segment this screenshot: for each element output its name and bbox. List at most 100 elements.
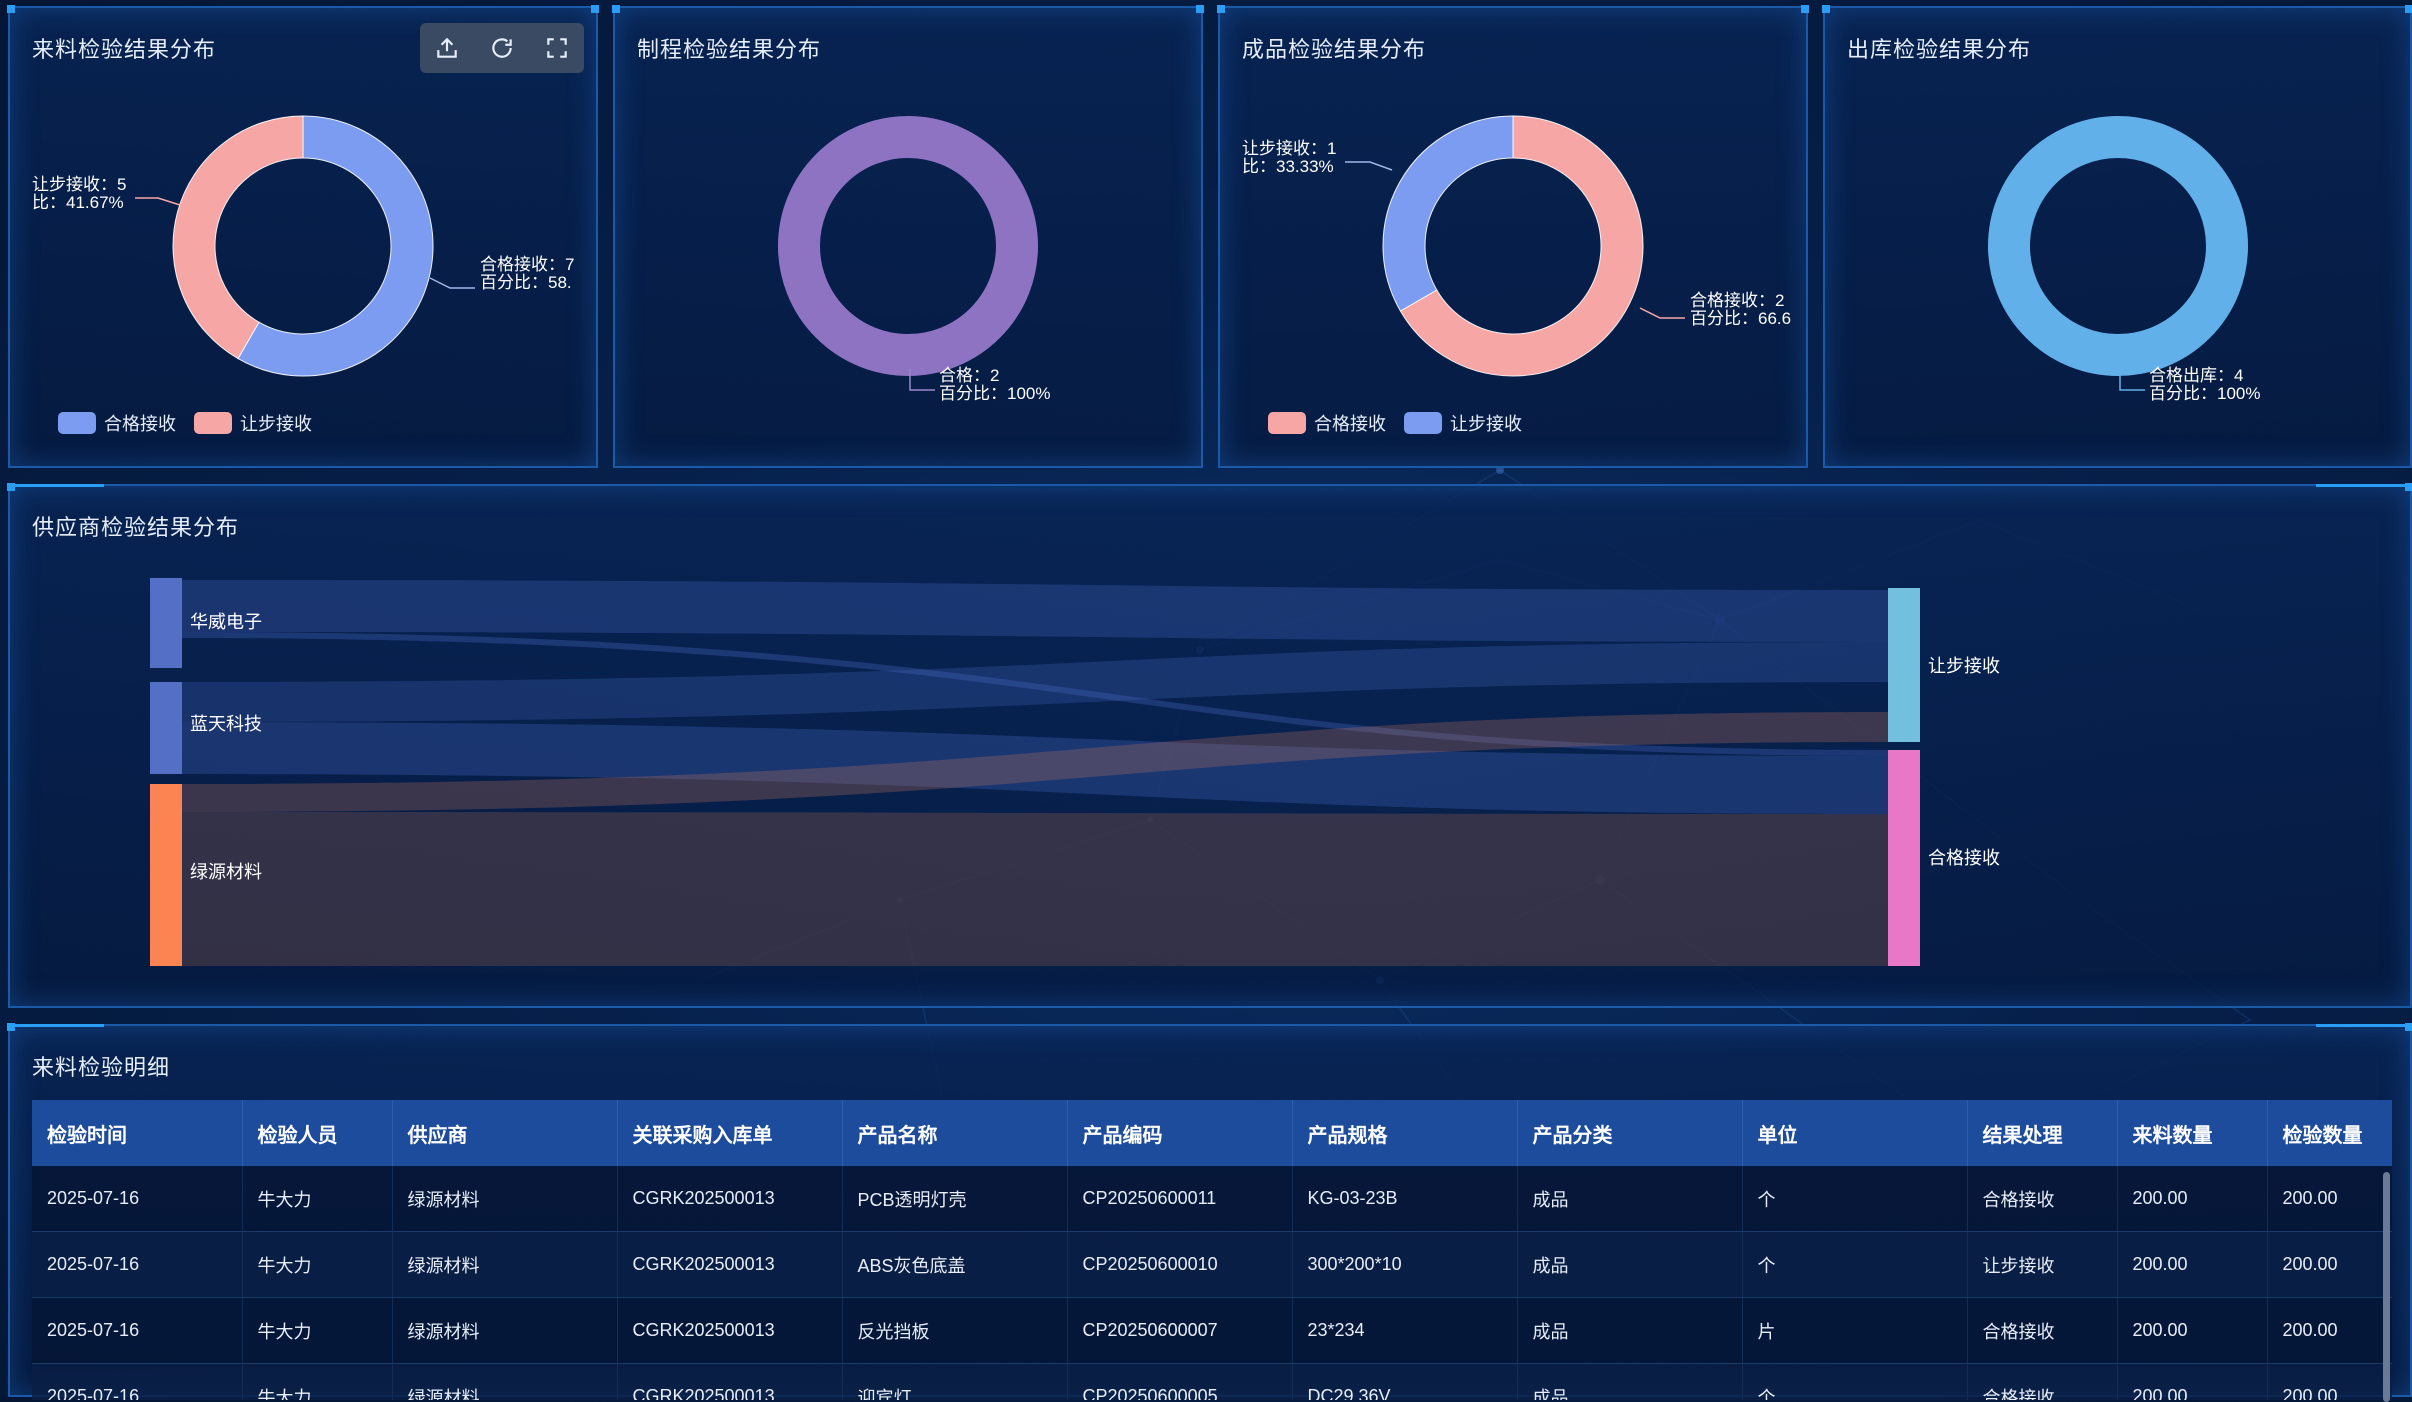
table-cell: CP20250600007: [1067, 1297, 1293, 1364]
process-inspection-panel: 制程检验结果分布 合格：2 百分比：100%: [612, 5, 1204, 468]
table-cell: CGRK202500013: [617, 1231, 843, 1298]
table-cell: PCB透明灯壳: [842, 1166, 1068, 1232]
incoming-concession-label-percent: 比：41.67%: [32, 193, 124, 212]
table-cell: 绿源材料: [392, 1231, 618, 1298]
sankey-node-pass[interactable]: [1888, 750, 1920, 966]
table-cell: 个: [1742, 1363, 1968, 1400]
legend-item-pass[interactable]: 合格接收: [58, 410, 176, 436]
legend-item-concession[interactable]: 让步接收: [194, 410, 312, 436]
table-cell: 2025-07-16: [32, 1231, 243, 1298]
incoming-detail-title: 来料检验明细: [32, 1055, 171, 1080]
outbound-inspection-panel: 出库检验结果分布 合格出库：4 百分比：100%: [1822, 5, 2412, 468]
table-cell: 200.00: [2117, 1363, 2268, 1400]
table-cell: 牛大力: [242, 1231, 393, 1298]
incoming-donut-chart: 合格接收：7 百分比：58. 让步接收：5 比：41.67%: [32, 115, 574, 377]
sankey-flow-lvyuan-concession: [180, 712, 1888, 812]
column-header[interactable]: 产品名称: [842, 1100, 1068, 1166]
donut-slice-合格接收[interactable]: [1399, 115, 1644, 377]
table-row[interactable]: 2025-07-16 牛大力 绿源材料 CGRK202500013 反光挡板 C…: [32, 1297, 2392, 1364]
donut-slice-让步接收[interactable]: [172, 115, 304, 360]
process-donut-chart: 合格：2 百分比：100%: [778, 116, 1050, 403]
outbound-inspection-title: 出库检验结果分布: [1847, 37, 2032, 62]
column-header[interactable]: 供应商: [392, 1100, 618, 1166]
column-header[interactable]: 产品编码: [1067, 1100, 1293, 1166]
outbound-pass-leader-line: [2119, 369, 2145, 391]
column-header[interactable]: 产品分类: [1517, 1100, 1743, 1166]
legend-item-pass[interactable]: 合格接收: [1268, 410, 1386, 436]
table-scrollbar[interactable]: [2383, 1172, 2390, 1402]
outbound-pass-label-count: 合格出库：4: [2149, 366, 2243, 385]
finished-pass-label-percent: 百分比：66.6: [1690, 309, 1791, 328]
supplier-sankey-panel: 供应商检验结果分布 华威电子 蓝天科技 绿源材料 让步接收 合格接收: [7, 483, 2412, 1008]
table-row[interactable]: 2025-07-16 牛大力 绿源材料 CGRK202500013 迎宾灯 CP…: [32, 1363, 2392, 1400]
table-cell: 牛大力: [242, 1363, 393, 1400]
incoming-inspection-title: 来料检验结果分布: [32, 37, 217, 62]
column-header[interactable]: 检验人员: [242, 1100, 393, 1166]
supplier-sankey-chart: 华威电子 蓝天科技 绿源材料 让步接收 合格接收: [150, 578, 2000, 966]
finished-inspection-panel: 成品检验结果分布 合格接收：2 百分比：66.6 让步接收：1 比：33.33%…: [1217, 5, 1809, 468]
incoming-pass-leader-line: [429, 277, 475, 289]
refresh-icon[interactable]: [482, 28, 522, 68]
sankey-flow-lvyuan-pass: [180, 812, 1888, 966]
fullscreen-icon[interactable]: [537, 28, 577, 68]
column-header[interactable]: 单位: [1742, 1100, 1968, 1166]
table-cell: CP20250600005: [1067, 1363, 1293, 1400]
export-icon[interactable]: [427, 28, 467, 68]
column-header[interactable]: 产品规格: [1292, 1100, 1518, 1166]
donut-slice-合格出库[interactable]: [1988, 116, 2248, 376]
supplier-sankey-title: 供应商检验结果分布: [32, 515, 240, 540]
finished-donut-chart: 合格接收：2 百分比：66.6 让步接收：1 比：33.33%: [1242, 115, 1791, 377]
finished-pass-label-count: 合格接收：2: [1690, 291, 1784, 310]
table-cell: 2025-07-16: [32, 1297, 243, 1364]
table-cell: CP20250600011: [1067, 1166, 1293, 1232]
table-cell: 合格接收: [1967, 1166, 2118, 1232]
column-header[interactable]: 结果处理: [1967, 1100, 2118, 1166]
column-header[interactable]: 关联采购入库单: [617, 1100, 843, 1166]
table-cell: CGRK202500013: [617, 1297, 843, 1364]
donut-slice-合格[interactable]: [778, 116, 1038, 376]
table-cell: CGRK202500013: [617, 1166, 843, 1232]
sankey-node-concession[interactable]: [1888, 588, 1920, 742]
sankey-flow-lantian-concession: [180, 642, 1888, 722]
process-inspection-title: 制程检验结果分布: [637, 37, 822, 62]
table-cell: 200.00: [2267, 1166, 2392, 1232]
table-cell: 片: [1742, 1297, 1968, 1364]
table-cell: 合格接收: [1967, 1297, 2118, 1364]
process-pass-label-count: 合格：2: [939, 366, 999, 385]
table-cell: 个: [1742, 1231, 1968, 1298]
table-cell: 成品: [1517, 1231, 1743, 1298]
sankey-label-pass: 合格接收: [1928, 848, 2000, 868]
table-cell: 200.00: [2117, 1231, 2268, 1298]
finished-pass-leader-line: [1639, 307, 1685, 319]
sankey-flow-lantian-pass: [180, 722, 1888, 814]
donut-slice-让步接收[interactable]: [1382, 115, 1514, 312]
sankey-node-huawei[interactable]: [150, 578, 182, 668]
donut-slice-合格接收[interactable]: [237, 115, 434, 377]
incoming-detail-table: 检验时间 检验人员 供应商 关联采购入库单 产品名称 产品编码 产品规格 产品分…: [32, 1100, 2392, 1400]
table-row[interactable]: 2025-07-16 牛大力 绿源材料 CGRK202500013 ABS灰色底…: [32, 1231, 2392, 1298]
incoming-concession-leader-line: [135, 197, 181, 206]
finished-concession-label-count: 让步接收：1: [1242, 139, 1336, 158]
column-header[interactable]: 检验时间: [32, 1100, 243, 1166]
sankey-node-lvyuan[interactable]: [150, 784, 182, 966]
column-header[interactable]: 检验数量: [2267, 1100, 2392, 1166]
table-cell: 300*200*10: [1292, 1231, 1518, 1298]
table-cell: 迎宾灯: [842, 1363, 1068, 1400]
table-cell: DC29.36V: [1292, 1363, 1518, 1400]
table-cell: 成品: [1517, 1297, 1743, 1364]
outbound-donut-chart: 合格出库：4 百分比：100%: [1988, 116, 2260, 403]
legend-item-concession[interactable]: 让步接收: [1404, 410, 1522, 436]
table-cell: 绿源材料: [392, 1166, 618, 1232]
table-row[interactable]: 2025-07-16 牛大力 绿源材料 CGRK202500013 PCB透明灯…: [32, 1166, 2392, 1232]
outbound-pass-label-percent: 百分比：100%: [2149, 384, 2260, 403]
table-cell: 绿源材料: [392, 1363, 618, 1400]
table-cell: 绿源材料: [392, 1297, 618, 1364]
sankey-node-lantian[interactable]: [150, 682, 182, 774]
table-header-row: 检验时间 检验人员 供应商 关联采购入库单 产品名称 产品编码 产品规格 产品分…: [32, 1100, 2392, 1166]
sankey-label-concession: 让步接收: [1928, 656, 2000, 676]
table-cell: 个: [1742, 1166, 1968, 1232]
table-cell: ABS灰色底盖: [842, 1231, 1068, 1298]
incoming-pass-label-percent: 百分比：58.: [480, 273, 572, 292]
table-cell: 牛大力: [242, 1297, 393, 1364]
column-header[interactable]: 来料数量: [2117, 1100, 2268, 1166]
